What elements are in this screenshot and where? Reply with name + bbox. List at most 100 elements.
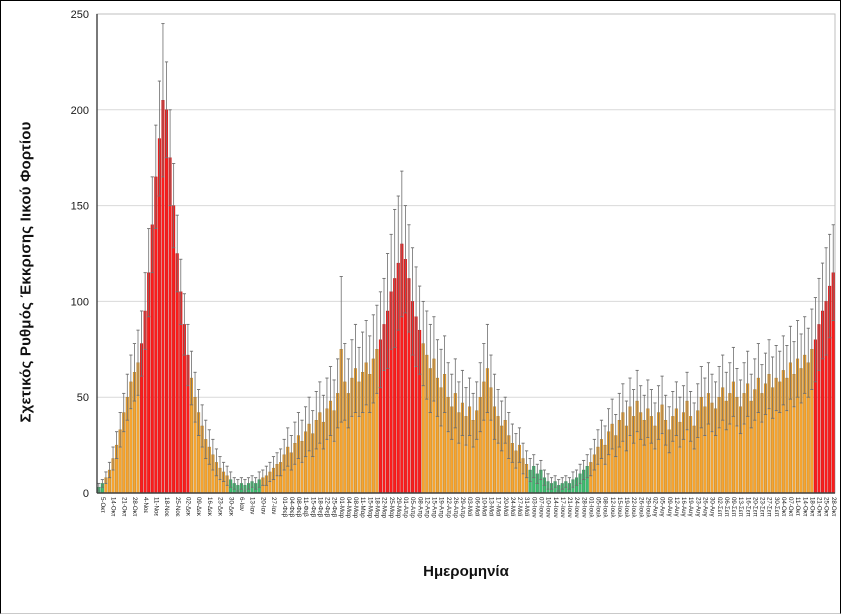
x-tick-label: 08-Μαρ — [352, 497, 359, 519]
error-bar — [179, 258, 183, 325]
x-tick-label: 24-Μαϊ — [509, 497, 516, 517]
error-bar — [788, 325, 793, 400]
error-bar — [500, 400, 504, 452]
error-bar — [653, 402, 657, 450]
x-tick-label: 27-Μαϊ — [516, 497, 523, 517]
error-bar — [343, 343, 347, 421]
error-bar — [753, 358, 757, 421]
x-tick-label: 14-Οκτ — [110, 497, 117, 517]
x-tick-label: 01-Φεβ — [281, 497, 288, 518]
error-bar — [107, 461, 112, 479]
error-bar — [510, 423, 514, 463]
error-bar — [428, 323, 432, 413]
error-bar — [475, 381, 479, 440]
error-bar — [603, 425, 607, 465]
error-bar — [617, 392, 621, 448]
error-bar — [261, 469, 265, 486]
error-bar — [303, 406, 308, 458]
x-tick-label: 18-Νοε — [163, 497, 170, 517]
error-bar — [635, 369, 639, 433]
x-tick-label: 22-Μαρ — [381, 497, 388, 519]
error-bar — [728, 362, 732, 425]
x-tick-label: 26-Αυγ — [702, 497, 709, 517]
error-bar — [485, 323, 489, 413]
x-tick-label: 11-Οκτ — [794, 497, 801, 516]
error-bar — [828, 233, 832, 339]
error-bar — [197, 389, 201, 436]
x-tick-label: 09-Αυγ — [666, 497, 673, 517]
x-tick-label: 21-Ιουν — [566, 497, 573, 518]
error-bar — [678, 396, 682, 448]
error-bar — [236, 479, 240, 492]
error-bar — [692, 402, 696, 450]
error-bar — [425, 310, 429, 400]
error-bar — [432, 316, 436, 402]
x-tick-label: 10-Ιουν — [545, 497, 552, 518]
error-bar — [699, 366, 703, 429]
x-tick-label: 22-Ιουλ — [630, 497, 637, 518]
error-bar — [525, 450, 529, 479]
x-tick-label: 16-Δεκ — [206, 497, 213, 517]
error-bar — [100, 479, 104, 488]
error-bar — [631, 389, 636, 444]
error-bar — [671, 391, 675, 442]
error-bar — [624, 400, 629, 452]
error-bar — [396, 195, 400, 331]
error-bar — [785, 345, 789, 412]
x-tick-label: 25-Οκτ — [823, 497, 830, 517]
error-bar — [621, 383, 625, 442]
error-bar — [778, 350, 782, 413]
error-bar — [157, 80, 161, 197]
error-bar — [763, 352, 768, 415]
error-bar — [557, 479, 561, 492]
y-tick-label: 150 — [71, 201, 89, 213]
error-bar — [314, 391, 318, 450]
error-bar — [368, 335, 372, 413]
error-bar — [378, 291, 383, 389]
error-bar — [118, 412, 122, 448]
x-tick-label: 15-Φεβ — [309, 497, 316, 518]
error-bar — [460, 369, 465, 436]
error-bar — [589, 448, 593, 477]
x-tick-label: 01-Ιουλ — [587, 497, 594, 518]
error-bar — [599, 419, 604, 459]
x-tick-label: 25-Νοε — [174, 497, 181, 517]
error-bar — [111, 446, 115, 471]
x-tick-label: 06-Μαϊ — [473, 497, 480, 517]
error-bar — [713, 381, 718, 436]
x-tick-label: 12-Αυγ — [673, 497, 680, 517]
x-tick-label: 16-Σεπ — [744, 497, 751, 517]
error-bar — [614, 413, 618, 458]
error-bar — [375, 304, 379, 394]
y-axis-title: Σχετικός Ρυθμός Έκκρισης Ιικού Φορτίου — [17, 121, 35, 423]
x-tick-label: 17-Μαϊ — [495, 497, 502, 517]
error-bar — [482, 343, 486, 421]
error-bar — [813, 297, 817, 383]
error-bar — [293, 421, 297, 465]
error-bar — [243, 479, 247, 492]
error-bar — [774, 345, 778, 412]
x-tick-label: 04-Οκτ — [780, 497, 787, 517]
x-tick-label: 14-Ιουν — [552, 497, 559, 518]
error-bar — [667, 406, 671, 454]
x-tick-label: 26-Απρ — [452, 497, 459, 518]
error-bar — [307, 396, 311, 452]
error-bar — [435, 339, 440, 417]
x-tick-label: 11-Μαρ — [359, 497, 366, 518]
error-bar — [122, 392, 126, 433]
error-bar — [628, 377, 632, 436]
error-bar — [646, 379, 650, 438]
x-tick-label: 06-Σεπ — [723, 497, 730, 517]
error-bar — [339, 276, 343, 423]
error-bar — [147, 228, 151, 318]
x-tick-label: 03-Μαϊ — [466, 497, 473, 517]
error-bar — [496, 389, 500, 444]
x-tick-label: 10-Μαϊ — [480, 497, 487, 517]
x-tick-label: 07-Ιουν — [538, 497, 545, 518]
error-bar — [817, 277, 821, 371]
error-bar — [254, 477, 258, 490]
error-bar — [300, 419, 304, 463]
error-bar — [104, 471, 108, 484]
x-tick-label: 21-Οκτ — [120, 497, 127, 517]
error-bar — [492, 373, 497, 440]
